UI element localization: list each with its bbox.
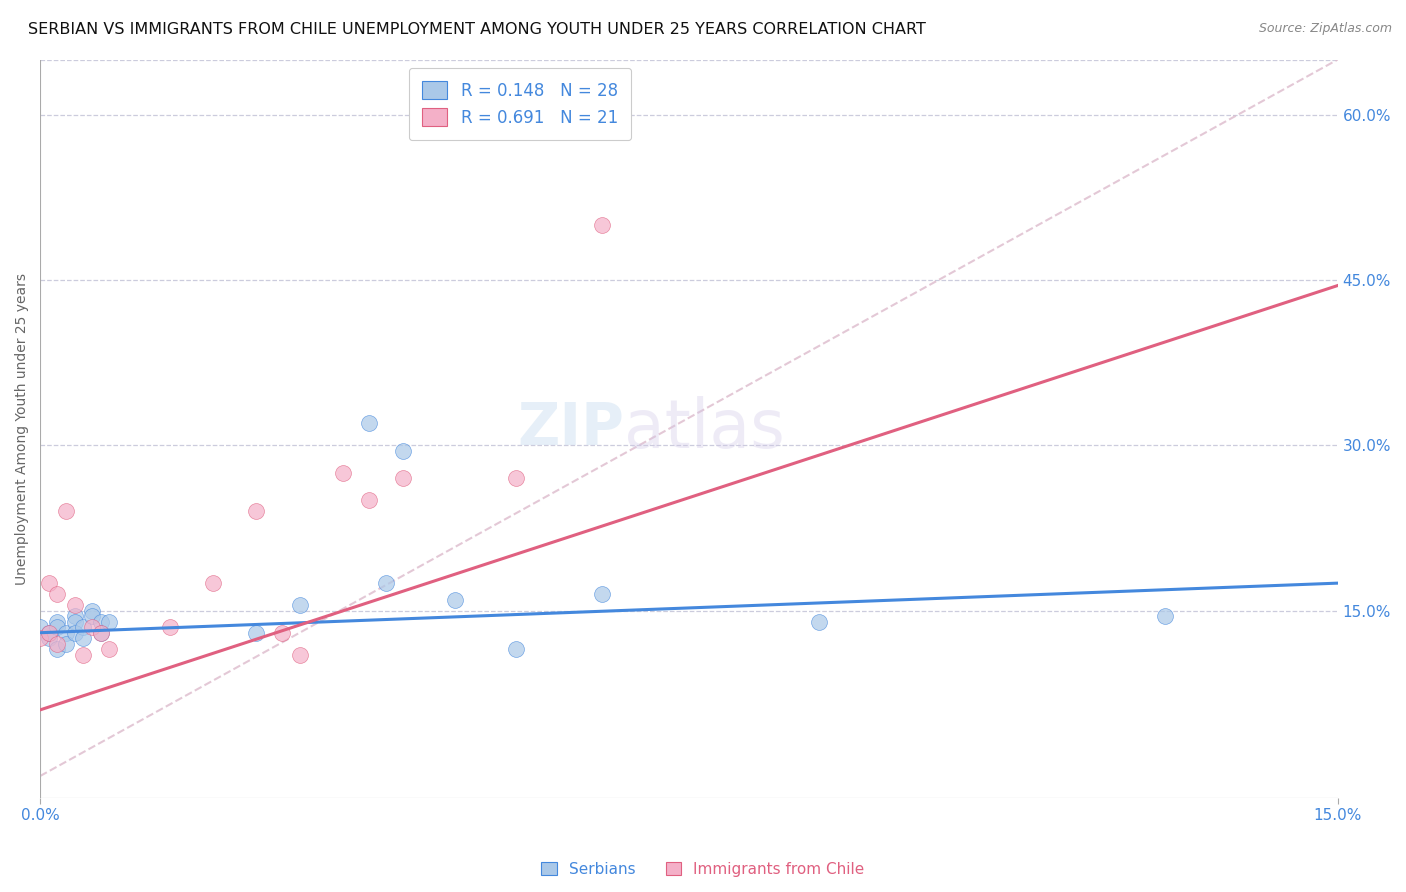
Point [505, 471, 527, 485]
Point [332, 466, 354, 480]
Point [159, 620, 181, 634]
Point [807, 615, 830, 629]
Point [72, 620, 94, 634]
Point [288, 648, 311, 662]
Text: atlas: atlas [624, 396, 785, 462]
Point [46, 637, 69, 651]
Point [245, 625, 267, 640]
Point [98, 615, 121, 629]
Point [98, 642, 121, 657]
Point [288, 598, 311, 612]
Point [90, 625, 112, 640]
Point [80, 620, 103, 634]
Point [30, 620, 52, 634]
Text: ZIP: ZIP [517, 401, 624, 458]
Point [38, 632, 60, 646]
Point [63, 598, 86, 612]
Point [55, 625, 77, 640]
Point [46, 615, 69, 629]
Point [444, 592, 467, 607]
Point [46, 587, 69, 601]
Point [46, 620, 69, 634]
Point [63, 625, 86, 640]
Point [591, 587, 613, 601]
Text: Source: ZipAtlas.com: Source: ZipAtlas.com [1258, 22, 1392, 36]
Point [30, 632, 52, 646]
Point [46, 642, 69, 657]
Text: SERBIAN VS IMMIGRANTS FROM CHILE UNEMPLOYMENT AMONG YOUTH UNDER 25 YEARS CORRELA: SERBIAN VS IMMIGRANTS FROM CHILE UNEMPLO… [28, 22, 927, 37]
Point [271, 625, 294, 640]
Point [202, 576, 225, 591]
Point [505, 642, 527, 657]
Legend: Serbians, Immigrants from Chile: Serbians, Immigrants from Chile [534, 854, 872, 884]
Point [392, 471, 415, 485]
Point [80, 609, 103, 624]
Point [55, 504, 77, 518]
Legend: R = 0.148   N = 28, R = 0.691   N = 21: R = 0.148 N = 28, R = 0.691 N = 21 [409, 68, 631, 140]
Point [90, 615, 112, 629]
Point [72, 648, 94, 662]
Point [38, 576, 60, 591]
Y-axis label: Unemployment Among Youth under 25 years: Unemployment Among Youth under 25 years [15, 273, 30, 585]
Point [375, 576, 398, 591]
Point [357, 493, 380, 508]
Point [63, 609, 86, 624]
Point [63, 615, 86, 629]
Point [245, 504, 267, 518]
Point [72, 632, 94, 646]
Point [591, 218, 613, 232]
Point [1153, 609, 1175, 624]
Point [357, 417, 380, 431]
Point [38, 625, 60, 640]
Point [392, 443, 415, 458]
Point [55, 637, 77, 651]
Point [80, 604, 103, 618]
Point [90, 625, 112, 640]
Point [38, 625, 60, 640]
